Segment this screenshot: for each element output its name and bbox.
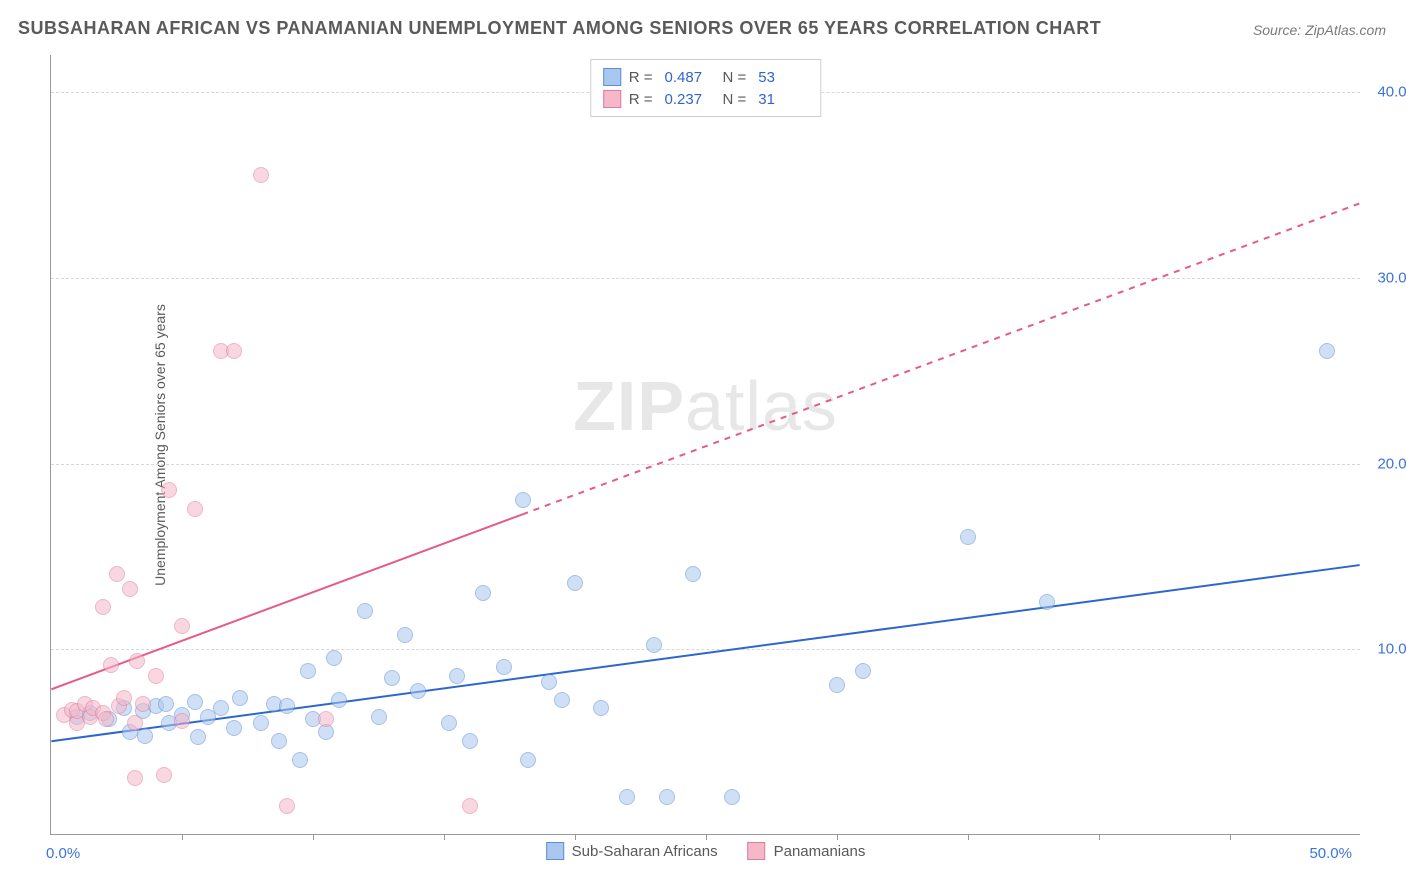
data-point <box>462 733 478 749</box>
data-point <box>127 715 143 731</box>
data-point <box>213 700 229 716</box>
source-label: Source: ZipAtlas.com <box>1253 22 1386 38</box>
data-point <box>156 767 172 783</box>
data-point <box>300 663 316 679</box>
y-tick-label: 20.0% <box>1365 455 1406 472</box>
data-point <box>109 566 125 582</box>
data-point <box>567 575 583 591</box>
data-point <box>174 618 190 634</box>
data-point <box>724 789 740 805</box>
data-point <box>397 627 413 643</box>
data-point <box>95 599 111 615</box>
data-point <box>226 720 242 736</box>
data-point <box>449 668 465 684</box>
data-point <box>232 690 248 706</box>
legend-stat-row: R =0.487N =53 <box>603 66 809 88</box>
watermark: ZIPatlas <box>573 366 838 446</box>
chart-title: SUBSAHARAN AFRICAN VS PANAMANIAN UNEMPLO… <box>18 18 1101 39</box>
data-point <box>318 711 334 727</box>
gridline <box>51 649 1360 650</box>
data-point <box>515 492 531 508</box>
data-point <box>441 715 457 731</box>
data-point <box>554 692 570 708</box>
data-point <box>148 668 164 684</box>
data-point <box>116 690 132 706</box>
data-point <box>161 482 177 498</box>
data-point <box>646 637 662 653</box>
data-point <box>462 798 478 814</box>
data-point <box>1039 594 1055 610</box>
data-point <box>496 659 512 675</box>
data-point <box>960 529 976 545</box>
data-point <box>253 167 269 183</box>
data-point <box>279 798 295 814</box>
data-point <box>619 789 635 805</box>
legend-series: Sub-Saharan Africans Panamanians <box>546 842 866 860</box>
data-point <box>685 566 701 582</box>
y-tick-label: 30.0% <box>1365 269 1406 286</box>
data-point <box>253 715 269 731</box>
y-tick-label: 10.0% <box>1365 641 1406 658</box>
legend-stat-row: R =0.237N =31 <box>603 88 809 110</box>
data-point <box>190 729 206 745</box>
x-tick-min: 0.0% <box>46 845 80 862</box>
data-point <box>187 501 203 517</box>
y-tick-label: 40.0% <box>1365 84 1406 101</box>
data-point <box>541 674 557 690</box>
data-point <box>158 696 174 712</box>
data-point <box>135 696 151 712</box>
legend-stats: R =0.487N =53R =0.237N =31 <box>590 59 822 117</box>
data-point <box>271 733 287 749</box>
data-point <box>187 694 203 710</box>
data-point <box>475 585 491 601</box>
data-point <box>127 770 143 786</box>
data-point <box>122 581 138 597</box>
data-point <box>357 603 373 619</box>
data-point <box>98 711 114 727</box>
data-point <box>292 752 308 768</box>
legend-series-item: Panamanians <box>748 842 866 860</box>
data-point <box>103 657 119 673</box>
data-point <box>331 692 347 708</box>
trend-lines <box>51 55 1360 834</box>
gridline <box>51 464 1360 465</box>
data-point <box>129 653 145 669</box>
data-point <box>137 728 153 744</box>
data-point <box>384 670 400 686</box>
data-point <box>410 683 426 699</box>
gridline <box>51 278 1360 279</box>
data-point <box>226 343 242 359</box>
y-axis-label: Unemployment Among Seniors over 65 years <box>152 304 168 586</box>
data-point <box>371 709 387 725</box>
data-point <box>1319 343 1335 359</box>
data-point <box>855 663 871 679</box>
data-point <box>593 700 609 716</box>
legend-series-item: Sub-Saharan Africans <box>546 842 718 860</box>
data-point <box>829 677 845 693</box>
data-point <box>520 752 536 768</box>
plot-area: Unemployment Among Seniors over 65 years… <box>50 55 1360 835</box>
data-point <box>279 698 295 714</box>
x-tick-max: 50.0% <box>1309 845 1352 862</box>
data-point <box>659 789 675 805</box>
data-point <box>174 713 190 729</box>
data-point <box>326 650 342 666</box>
